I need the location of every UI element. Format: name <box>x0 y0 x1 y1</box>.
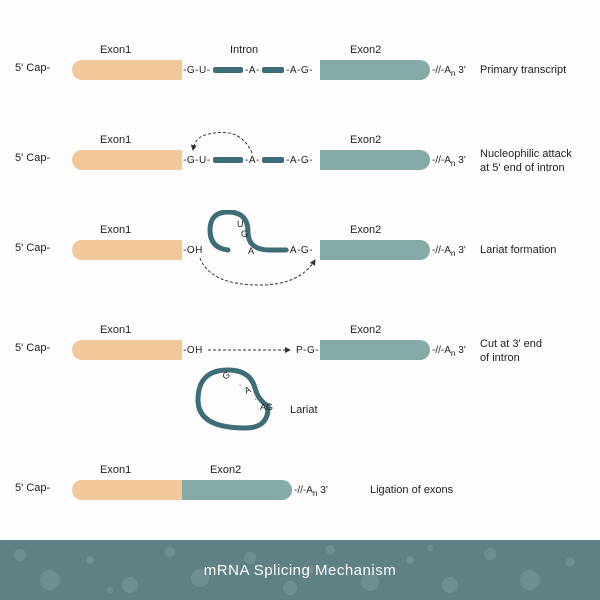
intron-label: Intron <box>230 44 258 56</box>
intron-bar-2b <box>262 157 284 163</box>
seq-ag: -A-G- <box>286 245 313 256</box>
cut-arrow-svg: G · A · AG <box>0 310 600 440</box>
svg-text:U: U <box>237 219 244 229</box>
exon2-label: Exon2 <box>350 44 381 56</box>
svg-text:AG: AG <box>260 402 273 412</box>
exon2-block-ligated <box>182 480 292 500</box>
cap-label: 5' Cap- <box>15 62 50 74</box>
seq-gu: -G-U- <box>183 155 211 166</box>
exon1-label: Exon1 <box>100 224 131 236</box>
intron-bar-1a <box>213 67 243 73</box>
seq-ag: -A-G- <box>286 155 313 166</box>
exon1-label: Exon1 <box>100 324 131 336</box>
cap-label: 5' Cap- <box>15 482 50 494</box>
svg-text:·: · <box>253 393 258 403</box>
svg-text:G: G <box>241 229 248 239</box>
exon1-block <box>72 60 182 80</box>
tail-label: -//-An 3' <box>432 245 466 258</box>
seq-gu: -G-U- <box>183 65 211 76</box>
exon2-label: Exon2 <box>350 324 381 336</box>
desc-lariat-form: Lariat formation <box>480 243 556 257</box>
svg-text:A: A <box>248 246 254 256</box>
exon1-label: Exon1 <box>100 464 131 476</box>
svg-text:A: A <box>243 384 253 396</box>
diagram-stage: 5' Cap- Exon1 Intron Exon2 -G-U- -A- -A-… <box>0 0 600 530</box>
exon1-block <box>72 480 182 500</box>
row-nucleophilic-attack: 5' Cap- Exon1 Exon2 -G-U- -A- -A-G- -//-… <box>0 120 600 200</box>
desc-ligation: Ligation of exons <box>370 483 453 497</box>
desc-attack: Nucleophilic attackat 5' end of intron <box>480 147 572 176</box>
exon2-label: Exon2 <box>350 224 381 236</box>
exon1-block <box>72 240 182 260</box>
tail-label: -//-An 3' <box>294 485 328 498</box>
oh-label: -OH <box>183 245 203 256</box>
footer-banner: mRNA Splicing Mechanism <box>0 540 600 600</box>
exon2-block <box>320 150 430 170</box>
tail-label: -//-An 3' <box>432 155 466 168</box>
exon2-block <box>320 240 430 260</box>
lariat-loop-svg: U G A <box>0 210 600 310</box>
seq-ag: -A-G- <box>286 65 313 76</box>
exon1-label: Exon1 <box>100 44 131 56</box>
footer-title: mRNA Splicing Mechanism <box>204 562 396 579</box>
cap-label: 5' Cap- <box>15 152 50 164</box>
lariat-text: Lariat <box>290 404 318 416</box>
exon1-block <box>72 340 182 360</box>
exon2-block <box>320 60 430 80</box>
desc-cut: Cut at 3' endof intron <box>480 337 542 366</box>
cap-label: 5' Cap- <box>15 342 50 354</box>
tail-label: -//-An 3' <box>432 65 466 78</box>
svg-text:·: · <box>236 380 244 390</box>
exon2-label: Exon2 <box>210 464 241 476</box>
row-cut-3prime: 5' Cap- Exon1 Exon2 -OH P-G- -//-An 3' C… <box>0 310 600 440</box>
intron-bar-2a <box>213 157 243 163</box>
svg-text:G: G <box>220 369 231 381</box>
exon2-block <box>320 340 430 360</box>
desc-primary: Primary transcript <box>480 63 566 77</box>
row-primary-transcript: 5' Cap- Exon1 Intron Exon2 -G-U- -A- -A-… <box>0 30 600 110</box>
oh-label: -OH <box>183 345 203 356</box>
seq-a: -A- <box>245 65 260 76</box>
row-lariat-formation: 5' Cap- Exon1 Exon2 -OH -A-G- -//-An 3' … <box>0 210 600 290</box>
exon2-label: Exon2 <box>350 134 381 146</box>
exon1-block <box>72 150 182 170</box>
cap-label: 5' Cap- <box>15 242 50 254</box>
intron-bar-1b <box>262 67 284 73</box>
pg-label: P-G- <box>296 345 319 356</box>
tail-label: -//-An 3' <box>432 345 466 358</box>
seq-a: -A- <box>245 155 260 166</box>
exon1-label: Exon1 <box>100 134 131 146</box>
row-ligation: 5' Cap- Exon1 Exon2 -//-An 3' Ligation o… <box>0 450 600 530</box>
